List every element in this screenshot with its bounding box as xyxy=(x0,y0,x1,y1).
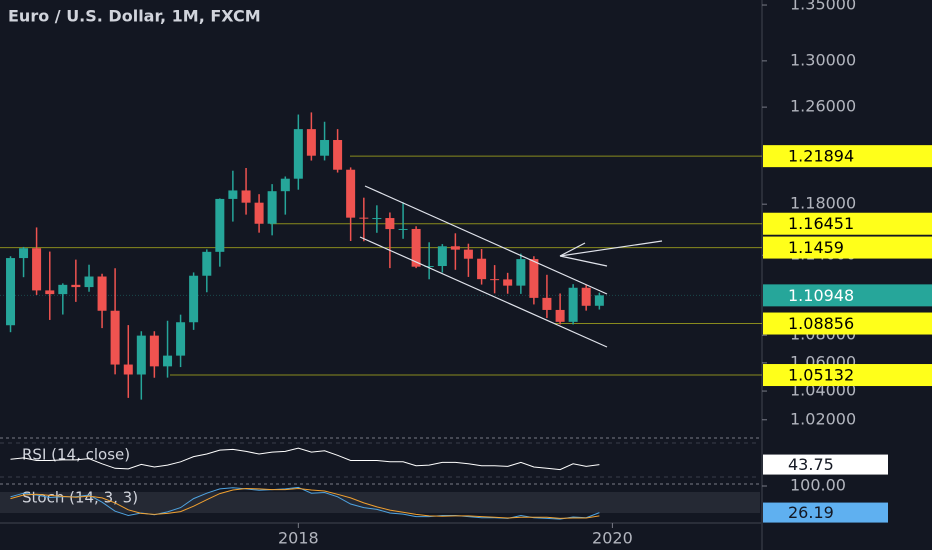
candle-body xyxy=(136,335,146,375)
candle-body xyxy=(84,276,94,288)
level-label-box xyxy=(763,212,932,235)
indicator-value: 26.19 xyxy=(788,503,834,522)
candle-body xyxy=(228,190,238,199)
candle-body xyxy=(372,218,382,220)
candle-body xyxy=(529,259,539,298)
candle-body xyxy=(241,190,251,203)
candle-body xyxy=(110,310,120,365)
candle-body xyxy=(490,279,500,281)
level-label: 1.16451 xyxy=(788,214,854,233)
candle-body xyxy=(123,364,133,375)
arrow-head xyxy=(559,255,608,267)
indicators: RSI (14, close) Stoch (14, 3, 3) xyxy=(10,446,600,520)
channel-line xyxy=(364,185,608,295)
y-tick-label: 1.30000 xyxy=(790,50,856,69)
candle-body xyxy=(6,258,16,326)
chart-title: Euro / U.S. Dollar, 1M, FXCM xyxy=(8,7,261,26)
level-label-box xyxy=(763,312,932,335)
y-tick-label: 1.35000 xyxy=(790,0,856,14)
candle-body xyxy=(71,284,81,288)
candle-body xyxy=(163,355,173,367)
level-label: 1.05132 xyxy=(788,366,854,385)
last-price-label: 1.10948 xyxy=(788,286,854,305)
indicator-value: 43.75 xyxy=(788,455,834,474)
candle-body xyxy=(280,178,290,192)
candle-body xyxy=(189,275,199,323)
x-tick-label: 2018 xyxy=(278,529,319,548)
drawings xyxy=(359,185,663,348)
axes: 1.350001.300001.260001.180001.140001.080… xyxy=(278,0,932,548)
level-label-box xyxy=(763,145,932,168)
candle-body xyxy=(477,258,487,280)
candle-body xyxy=(45,290,55,295)
candle-body xyxy=(359,217,369,219)
indicator-value-box xyxy=(763,454,888,475)
candle-body xyxy=(215,198,225,252)
candle-body xyxy=(254,202,264,224)
channel-line xyxy=(359,236,608,348)
candle-body xyxy=(385,218,395,230)
candle-body xyxy=(503,279,513,286)
indicator-value-box xyxy=(763,502,888,523)
level-label: 1.1459 xyxy=(788,238,844,257)
levels-layer xyxy=(0,155,762,376)
indicator-line xyxy=(10,487,600,519)
indicator-line xyxy=(10,447,600,471)
y-tick-label: 1.02000 xyxy=(790,409,856,428)
candle-body xyxy=(424,266,434,268)
candle-body xyxy=(516,259,526,286)
candle-body xyxy=(437,246,447,267)
candles xyxy=(6,112,604,400)
candle-body xyxy=(398,228,408,230)
candle-body xyxy=(346,169,356,218)
arrow xyxy=(559,240,663,257)
candle-body xyxy=(411,228,421,267)
candle-body xyxy=(594,295,604,306)
candle-body xyxy=(542,297,552,310)
candle-body xyxy=(58,284,68,295)
indicator-title: Stoch (14, 3, 3) xyxy=(22,489,138,507)
candle-body xyxy=(267,191,277,224)
candle-body xyxy=(463,249,473,259)
candle-body xyxy=(176,322,186,356)
candle-body xyxy=(581,287,591,306)
arrow-head xyxy=(559,242,586,257)
candle-body xyxy=(333,140,343,170)
y-tick-label: 1.26000 xyxy=(790,97,856,116)
candle-body xyxy=(568,287,578,322)
y-tick-label: 1.18000 xyxy=(790,194,856,213)
candle-body xyxy=(555,309,565,322)
level-label-box xyxy=(763,364,932,387)
level-label: 1.21894 xyxy=(788,147,854,166)
last-price-box xyxy=(763,284,932,307)
indicator-title: RSI (14, close) xyxy=(22,446,130,464)
candle-body xyxy=(202,251,212,276)
candle-body xyxy=(97,276,107,311)
candle-body xyxy=(450,246,460,250)
candle-body xyxy=(306,129,316,156)
candle-body xyxy=(320,140,330,156)
x-tick-label: 2020 xyxy=(592,529,633,548)
candle-body xyxy=(32,248,42,291)
candle-body xyxy=(19,248,29,259)
level-label-box xyxy=(763,236,932,259)
candle-body xyxy=(149,335,159,367)
candle-body xyxy=(293,129,303,179)
y-tick-label: 100.00 xyxy=(790,476,846,495)
level-label: 1.08856 xyxy=(788,314,854,333)
